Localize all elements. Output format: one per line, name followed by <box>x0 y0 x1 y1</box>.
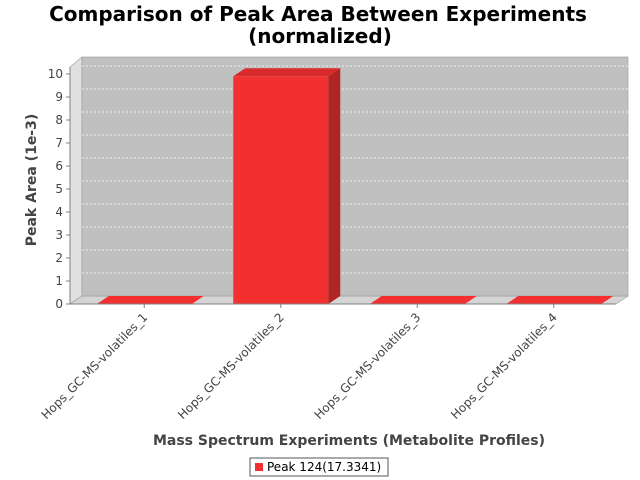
y-tick-label: 4 <box>55 205 63 219</box>
y-axis-ticks: 0 1 2 3 4 5 6 7 8 9 10 <box>48 67 70 311</box>
x-tick-label: Hops_GC-MS-volatiles_4 <box>448 310 560 422</box>
x-tick-label: Hops_GC-MS-volatiles_2 <box>175 310 287 422</box>
y-tick-label: 3 <box>55 228 63 242</box>
bar-flat <box>369 296 477 304</box>
x-tick-label: Hops_GC-MS-volatiles_3 <box>312 310 424 422</box>
bar-flat <box>506 296 614 304</box>
legend-swatch <box>255 463 263 471</box>
bar <box>369 296 477 304</box>
bar <box>506 296 614 304</box>
x-axis-tick-labels: Hops_GC-MS-volatiles_1 Hops_GC-MS-volatil… <box>39 304 560 422</box>
plot-area <box>81 56 629 297</box>
grid-lines <box>82 65 628 274</box>
y-tick-label: 6 <box>55 159 63 173</box>
chart-title-line1: Comparison of Peak Area Between Experime… <box>49 2 587 26</box>
y-tick-label: 7 <box>55 136 63 150</box>
plot-side-wall <box>69 56 83 305</box>
bar-front <box>233 76 329 304</box>
bar-top <box>233 68 341 77</box>
y-tick-label: 5 <box>55 182 63 196</box>
bar-flat <box>96 296 204 304</box>
y-axis-label: Peak Area (1e-3) <box>24 114 40 247</box>
y-tick-label: 10 <box>48 67 63 81</box>
y-tick-label: 8 <box>55 113 63 127</box>
bar <box>96 296 204 304</box>
y-tick-label: 2 <box>55 251 63 265</box>
bars <box>96 68 614 304</box>
y-tick-label: 0 <box>55 297 63 311</box>
x-tick-label: Hops_GC-MS-volatiles_1 <box>39 310 151 422</box>
legend-label: Peak 124(17.3341) <box>267 460 381 474</box>
chart-title-line2: (normalized) <box>248 24 392 48</box>
y-tick-label: 1 <box>55 274 63 288</box>
bar-side <box>328 68 341 304</box>
bar <box>233 68 341 304</box>
legend-box <box>249 457 389 477</box>
legend: Peak 124(17.3341) <box>249 457 389 477</box>
x-axis-label: Mass Spectrum Experiments (Metabolite Pr… <box>153 433 545 449</box>
y-tick-label: 9 <box>55 90 63 104</box>
